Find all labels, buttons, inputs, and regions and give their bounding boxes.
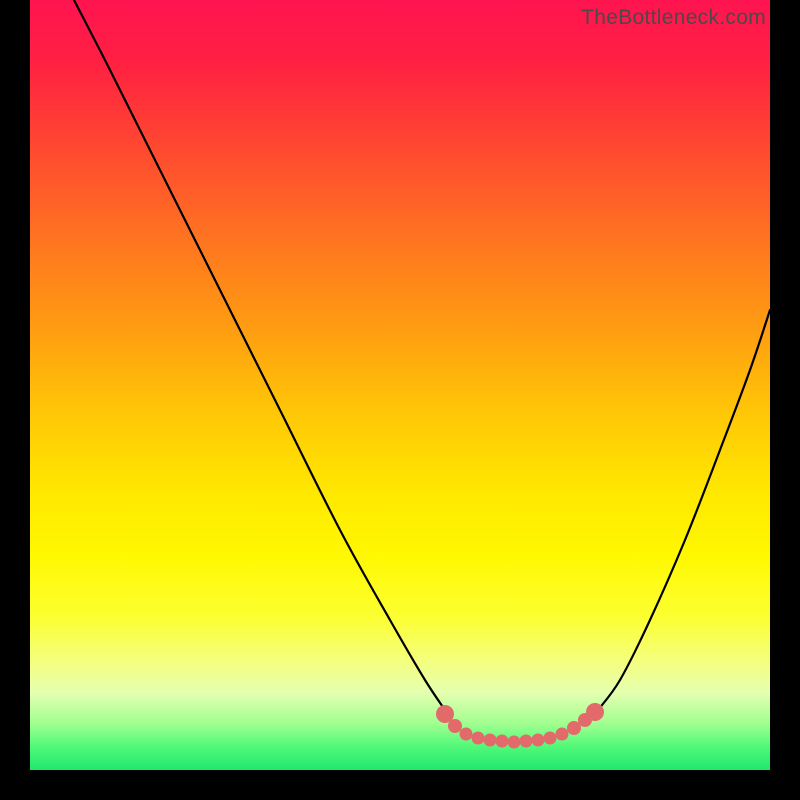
border-right xyxy=(770,0,800,800)
marker-dot xyxy=(544,732,557,745)
marker-dot xyxy=(556,728,569,741)
marker-dot xyxy=(448,719,462,733)
marker-dot xyxy=(460,728,473,741)
chart-container: TheBottleneck.com xyxy=(0,0,800,800)
marker-dot xyxy=(508,736,521,749)
chart-svg xyxy=(30,0,770,770)
marker-dot xyxy=(532,734,545,747)
marker-dot xyxy=(586,703,604,721)
marker-dot xyxy=(520,735,533,748)
marker-dot xyxy=(484,734,497,747)
border-bottom xyxy=(0,770,800,800)
plot-area xyxy=(30,0,770,770)
gradient-background xyxy=(30,0,770,770)
marker-dot xyxy=(472,732,485,745)
marker-dot xyxy=(496,735,509,748)
border-left xyxy=(0,0,30,800)
watermark-text: TheBottleneck.com xyxy=(581,6,766,30)
